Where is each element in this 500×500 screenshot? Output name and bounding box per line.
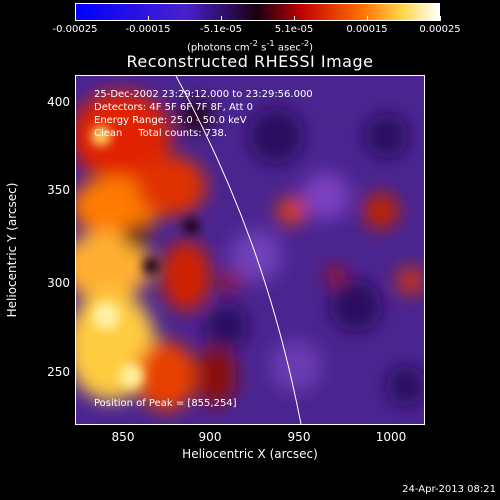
colorbar-tick-mark [367, 16, 368, 21]
y-tick-label: 300 [47, 276, 70, 290]
colorbar-tick-label: 5.1e-05 [274, 24, 314, 35]
colorbar [75, 3, 440, 21]
y-axis-label: Heliocentric Y (arcsec) [5, 182, 19, 318]
colorbar-tick-label: 0.00025 [419, 24, 461, 35]
colorbar-gradient [76, 4, 439, 20]
y-tick-label: 250 [47, 365, 70, 379]
colorbar-tick-mark [75, 16, 76, 21]
colorbar-tick-label: -0.00025 [52, 24, 98, 35]
info-peak-position: Position of Peak = [855,254] [94, 398, 237, 409]
colorbar-tick-label: -0.00015 [125, 24, 171, 35]
x-tick-label: 950 [287, 430, 311, 444]
info-time-range: 25-Dec-2002 23:29:12.000 to 23:29:56.000 [94, 89, 313, 100]
solar-limb-line [175, 76, 302, 424]
rhessi-image: 25-Dec-2002 23:29:12.000 to 23:29:56.000… [75, 75, 425, 425]
y-axis-label-wrap: Heliocentric Y (arcsec) [2, 75, 22, 425]
colorbar-tick-mark [440, 16, 441, 21]
colorbar-tick-mark [148, 16, 149, 21]
x-axis-label: Heliocentric X (arcsec) [182, 447, 318, 461]
x-tick-label: 850 [111, 430, 135, 444]
info-energy-range: Energy Range: 25.0 - 50.0 keV [94, 115, 247, 126]
info-detectors: Detectors: 4F 5F 6F 7F 8F, Att 0 [94, 102, 254, 113]
colorbar-tick-mark [294, 16, 295, 21]
colorbar-tick-mark [221, 16, 222, 21]
y-tick-label: 350 [47, 183, 70, 197]
info-clean-counts: Clean Total counts: 738. [94, 128, 228, 139]
plot-date: 24-Apr-2013 08:21 [402, 484, 496, 495]
x-tick-label: 900 [198, 430, 222, 444]
plot-title: Reconstructed RHESSI Image [126, 52, 374, 71]
colorbar-tick-label: 0.00015 [346, 24, 388, 35]
colorbar-units: (photons cm-2 s-1 asec-2) [186, 38, 314, 54]
y-tick-label: 400 [47, 95, 70, 109]
x-tick-label: 1000 [375, 430, 407, 444]
colorbar-tick-label: -5.1e-05 [200, 24, 242, 35]
